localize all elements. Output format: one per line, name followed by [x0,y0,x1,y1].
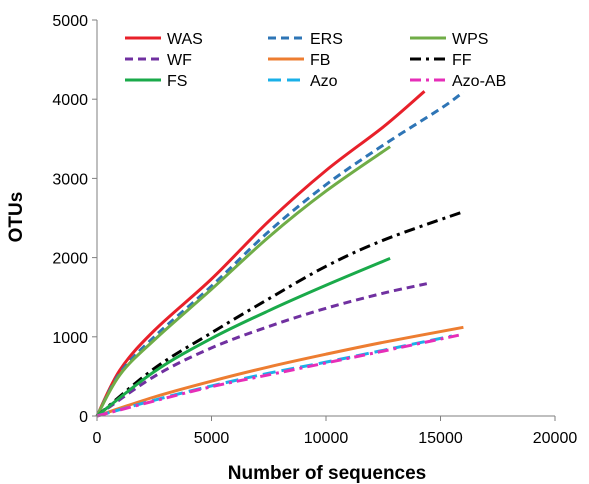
legend: WAS ERS WPS WF FB FF FS Azo Azo-AB [125,31,506,90]
y-tick-label: 3000 [52,171,88,188]
plot-lines [95,90,465,418]
series-line-fs [96,257,391,418]
y-tick-label: 4000 [52,92,88,109]
legend-label: WAS [167,31,203,48]
y-tick-label: 2000 [52,251,88,268]
legend-label: Azo-AB [452,73,506,90]
legend-label: WPS [452,31,488,48]
legend-label: Azo [310,73,338,90]
series-line-ers [95,90,465,417]
series-line-fb [96,325,464,418]
legend-label: FB [310,52,330,69]
legend-label: FS [167,73,187,90]
x-axis-ticks: 0 5000 10000 15000 20000 [93,416,578,447]
series-line-wps [95,145,391,417]
y-axis-ticks: 0 1000 2000 3000 4000 5000 [52,13,97,426]
x-tick-label: 15000 [418,430,463,447]
y-axis-title: OTUs [6,192,27,243]
legend-label: FF [452,52,472,69]
y-tick-label: 1000 [52,330,88,347]
series-line-wf [96,282,428,418]
x-tick-label: 10000 [304,430,349,447]
y-tick-label: 0 [79,409,88,426]
x-tick-label: 0 [93,430,102,447]
series-line-ff [96,210,464,418]
legend-label: ERS [310,31,343,48]
series-line-was [95,90,426,417]
y-tick-label: 5000 [52,13,88,30]
x-axis-title: Number of sequences [228,463,427,484]
legend-label: WF [167,52,192,69]
x-tick-label: 20000 [533,430,578,447]
x-tick-label: 5000 [194,430,230,447]
series-line-azo-ab [96,333,460,418]
